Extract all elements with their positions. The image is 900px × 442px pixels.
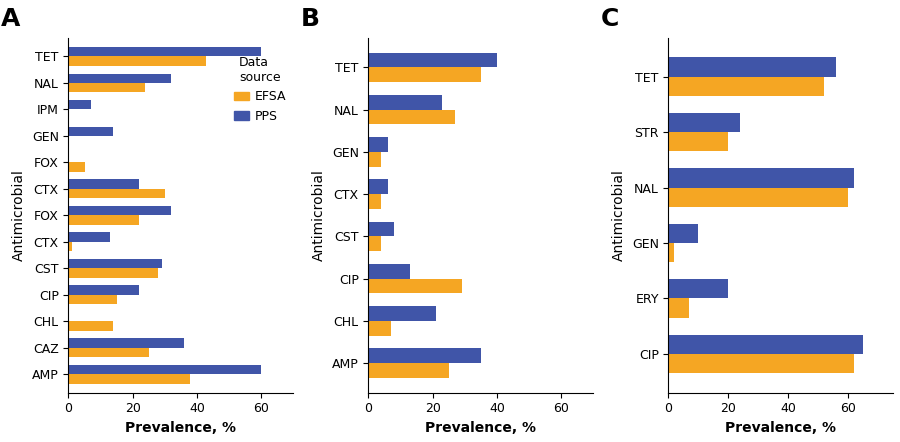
X-axis label: Prevalence, %: Prevalence, % xyxy=(125,421,237,435)
Bar xyxy=(368,321,391,336)
Bar xyxy=(68,295,117,304)
Bar xyxy=(368,110,455,124)
Bar xyxy=(368,95,442,110)
Text: C: C xyxy=(601,7,619,30)
Bar xyxy=(669,243,674,263)
Bar xyxy=(669,132,728,152)
Bar xyxy=(669,76,824,96)
Bar xyxy=(68,232,110,242)
Bar xyxy=(669,57,836,76)
Bar xyxy=(68,189,165,198)
Bar xyxy=(368,137,388,152)
Bar xyxy=(68,56,206,65)
Bar xyxy=(68,286,140,295)
Bar xyxy=(68,321,113,331)
Bar xyxy=(368,179,388,194)
Y-axis label: Antimicrobial: Antimicrobial xyxy=(612,169,626,261)
Bar xyxy=(68,100,91,109)
Bar xyxy=(368,264,410,278)
Bar xyxy=(68,348,148,357)
Bar xyxy=(368,152,382,167)
Bar xyxy=(68,242,72,251)
X-axis label: Prevalence, %: Prevalence, % xyxy=(725,421,836,435)
Bar xyxy=(669,113,741,132)
Bar xyxy=(368,306,436,321)
Bar xyxy=(368,53,497,67)
Bar xyxy=(669,279,728,298)
Bar xyxy=(669,298,689,318)
Bar xyxy=(68,339,184,348)
Bar xyxy=(68,215,140,225)
Bar xyxy=(669,168,854,187)
Bar xyxy=(68,365,261,374)
Bar xyxy=(669,354,854,373)
Bar xyxy=(68,47,261,56)
X-axis label: Prevalence, %: Prevalence, % xyxy=(426,421,536,435)
Bar xyxy=(368,278,462,293)
Bar xyxy=(368,236,382,251)
Bar xyxy=(669,224,698,243)
Bar xyxy=(68,374,191,384)
Text: A: A xyxy=(1,7,21,30)
Bar xyxy=(68,126,113,136)
Bar xyxy=(68,268,158,278)
Bar xyxy=(669,335,863,354)
Bar xyxy=(368,67,481,82)
Bar xyxy=(68,73,171,83)
Bar xyxy=(368,363,449,378)
Bar xyxy=(368,221,394,236)
Bar xyxy=(68,259,161,268)
Y-axis label: Antimicrobial: Antimicrobial xyxy=(312,169,326,261)
Legend: EFSA, PPS: EFSA, PPS xyxy=(229,51,292,128)
Bar xyxy=(68,162,85,171)
Bar xyxy=(68,179,140,189)
Bar xyxy=(68,83,146,92)
Bar xyxy=(368,348,481,363)
Bar xyxy=(68,206,171,215)
Y-axis label: Antimicrobial: Antimicrobial xyxy=(13,169,26,261)
Bar xyxy=(368,194,382,209)
Text: B: B xyxy=(302,7,320,30)
Bar xyxy=(669,187,848,207)
